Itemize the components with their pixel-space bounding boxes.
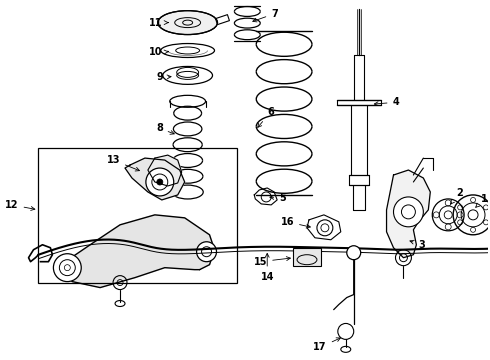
Bar <box>39 148 237 283</box>
Text: 5: 5 <box>270 193 286 203</box>
Polygon shape <box>148 155 182 186</box>
Text: 13: 13 <box>106 155 140 171</box>
Circle shape <box>53 254 81 282</box>
Text: 11: 11 <box>149 18 169 28</box>
Circle shape <box>196 242 217 262</box>
Circle shape <box>347 246 361 260</box>
Text: 15: 15 <box>254 257 291 267</box>
Text: 6: 6 <box>258 107 274 127</box>
Polygon shape <box>60 215 215 288</box>
Text: 8: 8 <box>156 123 174 134</box>
Text: 9: 9 <box>156 72 171 82</box>
Text: 16: 16 <box>281 217 310 228</box>
Text: 3: 3 <box>410 240 425 250</box>
Text: 12: 12 <box>5 200 35 210</box>
Text: 10: 10 <box>149 48 169 58</box>
Text: 2: 2 <box>450 188 463 204</box>
Circle shape <box>393 197 423 227</box>
Polygon shape <box>125 158 185 200</box>
Bar <box>293 248 321 266</box>
Text: 17: 17 <box>314 338 341 352</box>
Circle shape <box>157 179 163 185</box>
Circle shape <box>146 168 174 196</box>
Text: 7: 7 <box>253 9 278 22</box>
Polygon shape <box>387 170 430 258</box>
Ellipse shape <box>158 11 218 35</box>
Text: 1: 1 <box>476 194 488 207</box>
Text: 14: 14 <box>261 253 274 282</box>
Text: 4: 4 <box>374 97 399 107</box>
